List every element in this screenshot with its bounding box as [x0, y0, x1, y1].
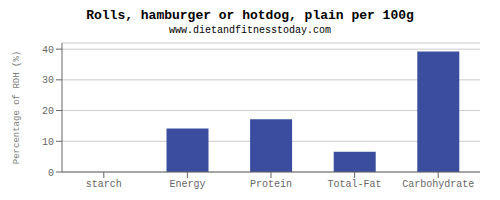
svg-text:20: 20: [42, 106, 54, 117]
svg-text:Percentage of RDH (%): Percentage of RDH (%): [12, 51, 22, 164]
svg-text:starch: starch: [86, 179, 122, 190]
html-text:Rolls, hamburger or hotdog, pl: Rolls, hamburger or hotdog, plain per 10…: [86, 8, 414, 23]
svg-text:40: 40: [42, 45, 54, 56]
svg-text:Carbohydrate: Carbohydrate: [402, 179, 474, 190]
svg-text:Protein: Protein: [250, 179, 292, 190]
svg-text:0: 0: [48, 168, 54, 179]
svg-text:10: 10: [42, 137, 54, 148]
svg-text:Total-Fat: Total-Fat: [328, 179, 382, 190]
html-text:www.dietandfitnesstoday.com: www.dietandfitnesstoday.com: [169, 25, 331, 36]
svg-text:Energy: Energy: [169, 179, 205, 190]
svg-text:30: 30: [42, 75, 54, 86]
